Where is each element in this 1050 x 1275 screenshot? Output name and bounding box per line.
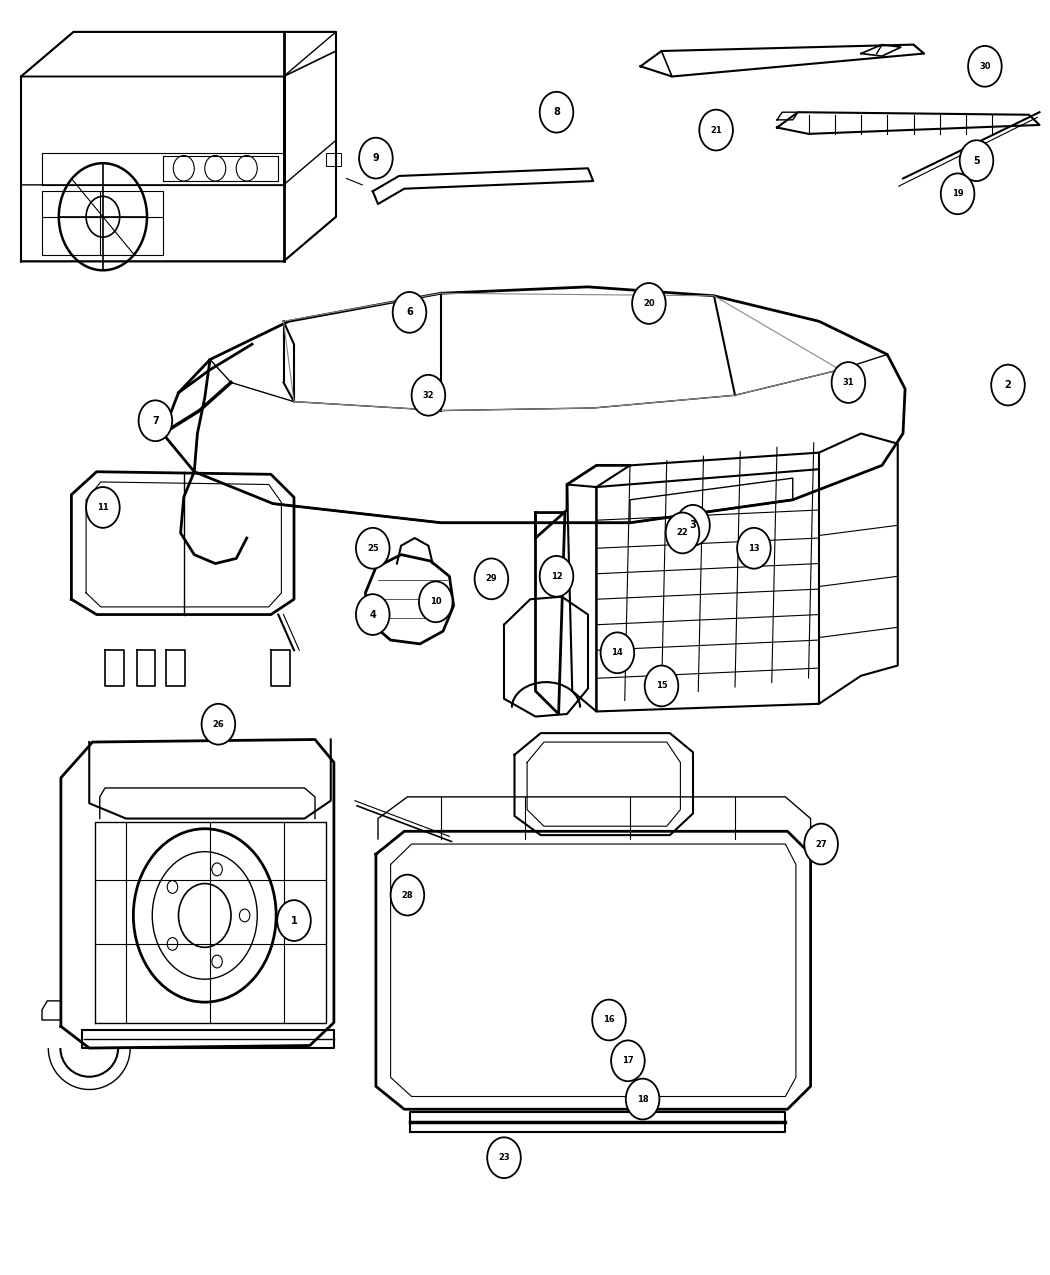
Text: 2: 2 [1005, 380, 1011, 390]
Text: 28: 28 [401, 890, 414, 900]
Circle shape [356, 594, 390, 635]
Circle shape [592, 1000, 626, 1040]
Circle shape [960, 140, 993, 181]
Circle shape [356, 528, 390, 569]
Text: 6: 6 [406, 307, 413, 317]
Text: 29: 29 [485, 574, 498, 584]
Text: 15: 15 [655, 681, 668, 691]
Circle shape [487, 1137, 521, 1178]
Circle shape [699, 110, 733, 150]
Text: 9: 9 [373, 153, 379, 163]
Text: 20: 20 [643, 298, 655, 309]
Text: 10: 10 [429, 597, 442, 607]
Text: 19: 19 [951, 189, 964, 199]
Circle shape [632, 283, 666, 324]
Text: 18: 18 [636, 1094, 649, 1104]
Circle shape [666, 513, 699, 553]
Circle shape [737, 528, 771, 569]
Text: 4: 4 [370, 609, 376, 620]
Circle shape [601, 632, 634, 673]
Text: 12: 12 [550, 571, 563, 581]
Circle shape [391, 875, 424, 915]
Circle shape [393, 292, 426, 333]
Text: 7: 7 [152, 416, 159, 426]
Circle shape [277, 900, 311, 941]
Text: 27: 27 [815, 839, 827, 849]
Text: 23: 23 [498, 1153, 510, 1163]
Circle shape [804, 824, 838, 864]
Circle shape [611, 1040, 645, 1081]
Text: 21: 21 [710, 125, 722, 135]
Circle shape [968, 46, 1002, 87]
Circle shape [419, 581, 453, 622]
Circle shape [832, 362, 865, 403]
Text: 1: 1 [291, 915, 297, 926]
Text: 3: 3 [690, 520, 696, 530]
Text: 16: 16 [603, 1015, 615, 1025]
Text: 13: 13 [748, 543, 760, 553]
Text: 8: 8 [553, 107, 560, 117]
Text: 5: 5 [973, 156, 980, 166]
Circle shape [139, 400, 172, 441]
Circle shape [359, 138, 393, 178]
Circle shape [626, 1079, 659, 1119]
Circle shape [540, 92, 573, 133]
Circle shape [202, 704, 235, 745]
Text: 32: 32 [422, 390, 435, 400]
Text: 26: 26 [212, 719, 225, 729]
Circle shape [412, 375, 445, 416]
Text: 30: 30 [980, 61, 990, 71]
Circle shape [645, 666, 678, 706]
Text: 22: 22 [676, 528, 689, 538]
Circle shape [540, 556, 573, 597]
Circle shape [941, 173, 974, 214]
Circle shape [475, 558, 508, 599]
Circle shape [86, 487, 120, 528]
Text: 25: 25 [366, 543, 379, 553]
Circle shape [676, 505, 710, 546]
Text: 11: 11 [97, 502, 109, 513]
Text: 17: 17 [622, 1056, 634, 1066]
Text: 31: 31 [842, 377, 855, 388]
Text: 14: 14 [611, 648, 624, 658]
Circle shape [991, 365, 1025, 405]
